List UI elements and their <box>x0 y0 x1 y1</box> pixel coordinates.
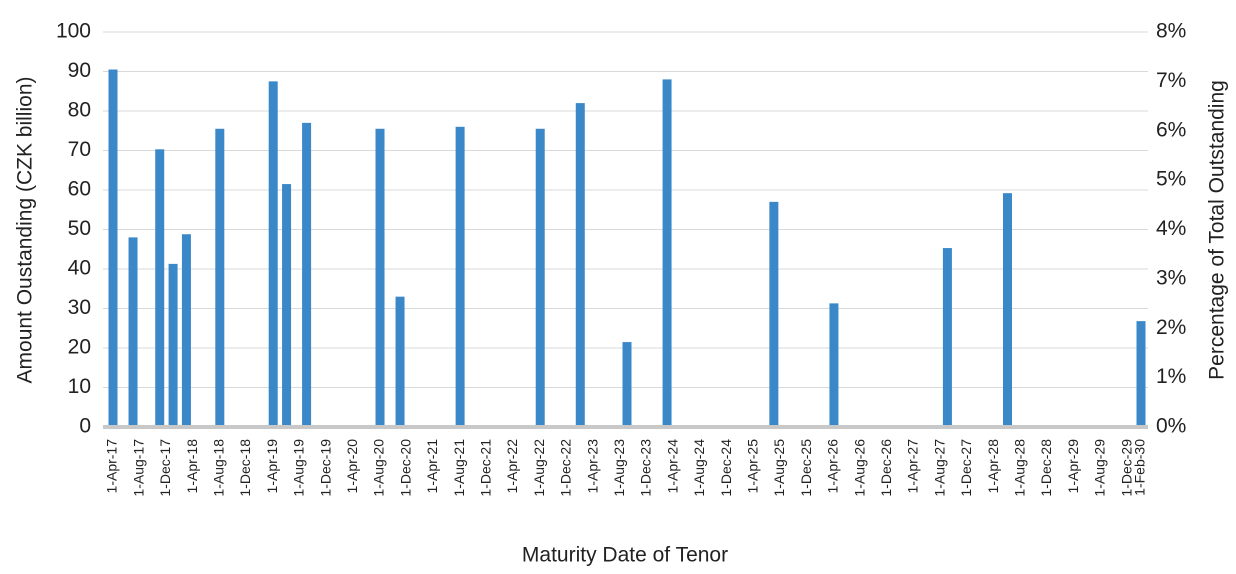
x-tick-label: 1-Apr-28 <box>985 439 1001 494</box>
x-axis-title: Maturity Date of Tenor <box>522 544 728 567</box>
y-tick-label: 70 <box>68 138 91 161</box>
x-tick-label: 1-Aug-20 <box>371 439 387 497</box>
x-tick-label: 1-Dec-24 <box>718 439 734 497</box>
bar <box>1136 321 1146 427</box>
x-tick-label: 1-Dec-28 <box>1038 439 1054 497</box>
y2-tick-label: 8% <box>1156 20 1186 43</box>
x-tick-label: 1-Aug-28 <box>1012 439 1028 497</box>
bar <box>268 81 278 427</box>
bar <box>108 69 118 428</box>
x-tick-label: 1-Aug-19 <box>291 439 307 497</box>
bar <box>395 296 405 427</box>
x-tick-label: 1-Apr-29 <box>1065 439 1081 494</box>
x-tick-label: 1-Aug-21 <box>451 439 467 497</box>
bar <box>155 149 165 427</box>
x-tick-label: 1-Apr-19 <box>264 439 280 494</box>
x-tick-label: 1-Aug-26 <box>851 439 867 497</box>
y-tick-label: 0 <box>79 415 91 438</box>
x-tick-label: 1-Dec-18 <box>237 439 253 497</box>
x-tick-label: 1-Dec-27 <box>958 439 974 497</box>
bar <box>282 184 292 427</box>
x-tick-label: 1-Apr-27 <box>905 439 921 494</box>
x-tick-label: 1-Apr-23 <box>584 439 600 494</box>
x-tick-label: 1-Apr-17 <box>104 439 120 494</box>
x-tick-label: 1-Aug-29 <box>1092 439 1108 497</box>
y2-tick-label: 1% <box>1156 365 1186 388</box>
x-tick-label: 1-Feb-30 <box>1132 439 1148 496</box>
x-tick-label: 1-Apr-22 <box>504 439 520 494</box>
bar <box>302 122 312 427</box>
y-tick-label: 30 <box>68 296 91 319</box>
bar <box>1002 193 1012 427</box>
y-tick-label: 100 <box>56 20 91 43</box>
y-tick-label: 10 <box>68 375 91 398</box>
y2-tick-label: 7% <box>1156 69 1186 92</box>
x-tick-label: 1-Aug-17 <box>130 439 146 497</box>
bar <box>622 342 632 427</box>
bar <box>662 79 672 428</box>
x-tick-label: 1-Aug-18 <box>211 439 227 497</box>
bar <box>829 303 839 427</box>
x-tick-label: 1-Dec-23 <box>638 439 654 497</box>
bar <box>181 234 191 427</box>
bar <box>769 201 779 427</box>
bar <box>128 237 138 427</box>
x-tick-label: 1-Aug-27 <box>931 439 947 497</box>
bar <box>535 128 545 427</box>
y-tick-label: 40 <box>68 257 91 280</box>
y-tick-label: 60 <box>68 178 91 201</box>
y-axis-title: Amount Oustanding (CZK billion) <box>14 77 37 384</box>
x-tick-label: 1-Aug-25 <box>771 439 787 497</box>
x-tick-label: 1-Dec-25 <box>798 439 814 497</box>
y2-tick-label: 2% <box>1156 316 1186 339</box>
x-tick-label: 1-Apr-20 <box>344 439 360 494</box>
x-tick-label: 1-Dec-19 <box>317 439 333 497</box>
x-tick-label: 1-Dec-21 <box>478 439 494 497</box>
y-tick-label: 90 <box>68 59 91 82</box>
bar <box>942 248 952 427</box>
y2-tick-label: 6% <box>1156 118 1186 141</box>
y2-tick-label: 5% <box>1156 168 1186 191</box>
x-tick-label: 1-Apr-25 <box>745 439 761 494</box>
y-tick-label: 80 <box>68 99 91 122</box>
x-tick-label: 1-Aug-24 <box>691 439 707 497</box>
y2-tick-label: 4% <box>1156 217 1186 240</box>
bar <box>215 128 225 427</box>
x-tick-label: 1-Apr-26 <box>825 439 841 494</box>
x-tick-label: 1-Dec-29 <box>1118 439 1134 497</box>
y2-tick-label: 3% <box>1156 266 1186 289</box>
bar <box>375 128 385 427</box>
x-tick-label: 1-Dec-17 <box>157 439 173 497</box>
y-tick-label: 20 <box>68 336 91 359</box>
y2-tick-label: 0% <box>1156 415 1186 438</box>
y2-axis-title: Percentage of Total Outstanding <box>1206 80 1229 380</box>
x-tick-label: 1-Aug-23 <box>611 439 627 497</box>
bar <box>168 263 178 427</box>
x-tick-label: 1-Dec-26 <box>878 439 894 497</box>
x-tick-label: 1-Apr-18 <box>184 439 200 494</box>
x-tick-label: 1-Apr-24 <box>664 439 680 494</box>
y-tick-label: 50 <box>68 217 91 240</box>
bar <box>455 126 465 428</box>
x-tick-label: 1-Dec-20 <box>397 439 413 497</box>
x-tick-label: 1-Dec-22 <box>558 439 574 497</box>
x-tick-label: 1-Aug-22 <box>531 439 547 497</box>
bar <box>575 103 585 427</box>
x-tick-label: 1-Apr-21 <box>424 439 440 494</box>
